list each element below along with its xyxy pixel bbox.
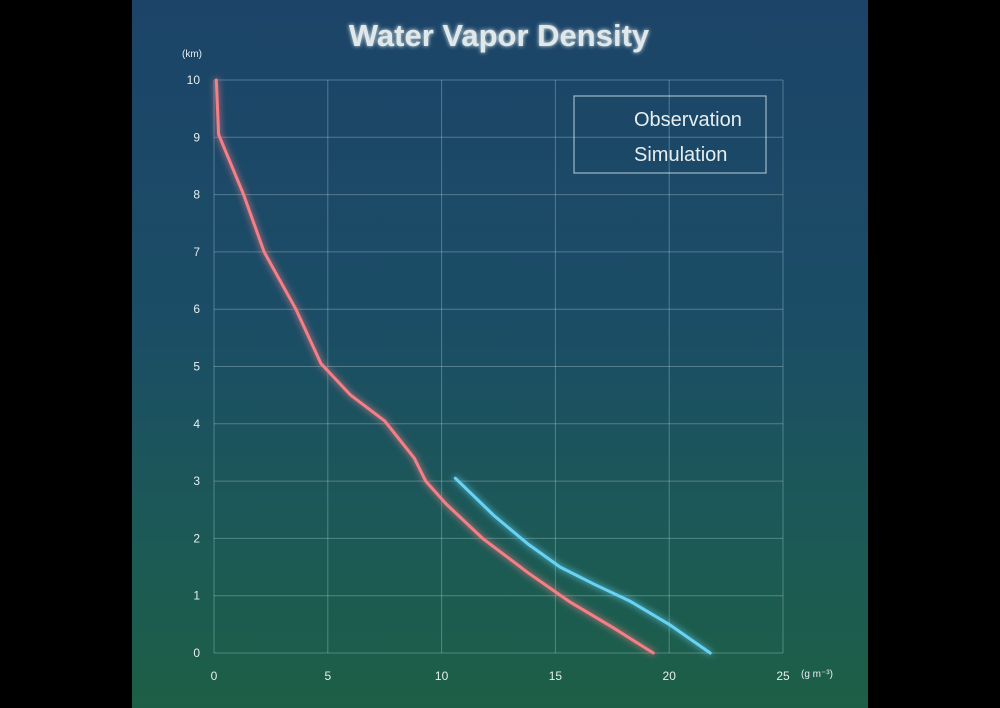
y-tick-label: 5 bbox=[193, 360, 200, 374]
chart-title: Water Vapor Density bbox=[349, 18, 650, 53]
y-axis-unit: (km) bbox=[182, 49, 202, 60]
y-tick-label: 4 bbox=[193, 417, 200, 431]
y-tick-label: 10 bbox=[187, 73, 201, 87]
y-tick-label: 8 bbox=[193, 188, 200, 202]
series-line-simulation bbox=[214, 78, 655, 655]
y-tick-label: 9 bbox=[193, 130, 200, 144]
legend-label-simulation: Simulation bbox=[634, 144, 727, 166]
legend-label-observation: Observation bbox=[634, 109, 742, 131]
chart-svg: Water Vapor Density 0 5 10 15 20 25 0 1 2 3 4 5 6 7 8 9… bbox=[182, 18, 833, 683]
legend: Observation Simulation bbox=[573, 95, 767, 174]
legend-box bbox=[573, 95, 767, 174]
x-tick-label: 20 bbox=[663, 669, 677, 683]
y-tick-label: 1 bbox=[193, 589, 200, 603]
x-tick-label: 5 bbox=[324, 669, 331, 683]
chart-panel: Water Vapor Density 0 5 10 15 20 25 0 1 2 3 4 5 6 7 8 9… bbox=[132, 0, 868, 708]
series-line-observation bbox=[453, 476, 712, 655]
x-axis-unit: (g m⁻³) bbox=[801, 669, 833, 680]
y-tick-label: 3 bbox=[193, 474, 200, 488]
y-tick-label: 6 bbox=[193, 302, 200, 316]
y-tick-label: 2 bbox=[193, 531, 200, 545]
x-tick-label: 15 bbox=[549, 669, 563, 683]
y-tick-label: 0 bbox=[193, 646, 200, 660]
series-lines bbox=[214, 78, 712, 655]
y-tick-label: 7 bbox=[193, 245, 200, 259]
x-tick-label: 25 bbox=[776, 669, 790, 683]
grid bbox=[213, 79, 784, 654]
axis-ticks: 0 5 10 15 20 25 0 1 2 3 4 5 6 7 8 9 10 bbox=[187, 73, 790, 683]
x-tick-label: 0 bbox=[211, 669, 218, 683]
x-tick-label: 10 bbox=[435, 669, 449, 683]
